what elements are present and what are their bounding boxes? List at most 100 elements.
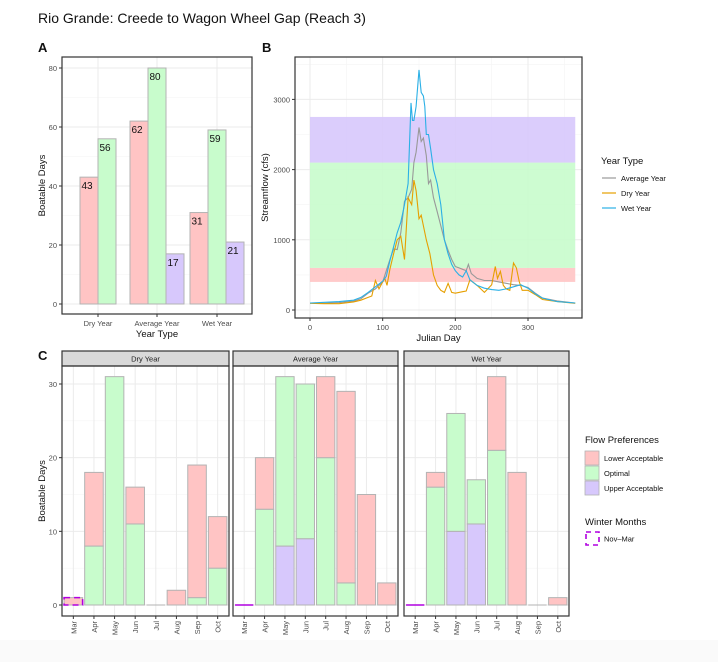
bar-optimal <box>97 138 117 305</box>
x-tick-label: Jul <box>152 621 161 631</box>
y-tick-label: 0 <box>53 601 57 610</box>
panel-b-chart: 0 1000 2000 3000 0 100 200 300 Julian Day Streamf… <box>260 56 666 344</box>
bar-data-label: 43 <box>82 181 94 192</box>
bar-lower-acceptable <box>377 582 397 606</box>
x-tick-label: May <box>111 621 120 635</box>
x-tick-label: May <box>452 621 461 635</box>
x-tick-label: Wet Year <box>202 319 233 328</box>
bar-data-label: 56 <box>100 143 112 154</box>
bar-lower-acceptable <box>487 376 507 451</box>
x-tick-label: May <box>281 621 290 635</box>
x-tick-label: 300 <box>522 323 535 332</box>
x-tick-label: Dry Year <box>84 319 113 328</box>
bar-optimal <box>187 597 207 606</box>
facet-strip-label: Dry Year <box>131 355 160 364</box>
bar-lower-acceptable <box>166 589 187 606</box>
bar-optimal <box>254 508 275 606</box>
legend-label: Wet Year <box>621 204 652 213</box>
x-tick-label: Mar <box>69 621 78 634</box>
panel-label-a: A <box>38 40 48 55</box>
facet-border <box>61 365 230 617</box>
bar-upper-acceptable <box>466 523 486 606</box>
bar-optimal <box>207 567 228 606</box>
y-tick-label: 20 <box>49 454 57 463</box>
x-tick-label: Apr <box>90 620 99 632</box>
band-upper-acceptable <box>310 116 576 163</box>
y-tick-label: 80 <box>49 64 57 73</box>
x-tick-label: Mar <box>240 621 249 634</box>
bar-upper-acceptable <box>225 241 245 305</box>
bar-lower-acceptable <box>507 471 527 606</box>
bar-optimal <box>147 67 167 305</box>
bar-data-label: 17 <box>168 258 180 269</box>
bar-optimal <box>425 486 446 606</box>
bar-optimal <box>487 449 507 606</box>
facet-strip-label: Average Year <box>293 355 338 364</box>
legend-title: Winter Months <box>585 517 646 528</box>
y-axis-title: Streamflow (cfs) <box>260 153 271 222</box>
bar-data-label: 80 <box>150 72 162 83</box>
bar-data-label: 31 <box>192 217 204 228</box>
bar-lower-acceptable <box>316 376 336 459</box>
bar-lower-acceptable <box>356 494 377 606</box>
y-tick-label: 1000 <box>273 236 290 245</box>
bar-lower-acceptable <box>63 597 84 606</box>
bar-upper-acceptable <box>165 253 185 305</box>
legend-label: Optimal <box>604 469 630 478</box>
facet-strip-label: Wet Year <box>471 355 502 364</box>
bar-upper-acceptable <box>446 530 466 606</box>
x-tick-label: Mar <box>411 621 420 634</box>
y-tick-label: 20 <box>49 241 57 250</box>
legend-key <box>584 465 600 481</box>
bar-lower-acceptable <box>187 464 207 599</box>
bar-lower-acceptable <box>336 390 356 584</box>
band-lower-acceptable <box>310 267 576 282</box>
x-tick-label: Jun <box>472 621 481 633</box>
bar-optimal <box>336 582 356 606</box>
x-tick-label: Sep <box>362 621 371 634</box>
y-tick-label: 60 <box>49 123 57 132</box>
bar-lower-acceptable <box>254 457 275 510</box>
legend-key <box>584 450 600 466</box>
x-tick-label: Jul <box>322 621 331 631</box>
bar-lower-acceptable <box>129 120 149 305</box>
x-tick-label: Average Year <box>135 319 180 328</box>
y-tick-label: 2000 <box>273 166 290 175</box>
bar-lower-acceptable <box>207 516 228 569</box>
legend-key <box>584 480 600 496</box>
figure-title: Rio Grande: Creede to Wagon Wheel Gap (R… <box>38 10 366 26</box>
x-tick-label: Apr <box>432 620 441 632</box>
bar-data-label: 59 <box>210 134 222 145</box>
panel-label-c: C <box>38 348 48 363</box>
y-tick-label: 0 <box>286 306 290 315</box>
legend-key-winter <box>585 531 600 546</box>
y-axis-title: Boatable Days <box>37 154 48 216</box>
x-tick-label: Oct <box>383 620 392 633</box>
bar-optimal <box>104 376 125 606</box>
facet-border <box>232 365 399 617</box>
x-tick-label: Sep <box>533 621 542 634</box>
bar-data-label: 62 <box>132 125 144 136</box>
legend-label: Lower Acceptable <box>604 454 663 463</box>
x-tick-label: Oct <box>554 620 563 633</box>
legend-title: Flow Preferences <box>585 435 659 446</box>
legend-label: Nov–Mar <box>604 535 635 544</box>
legend-label: Average Year <box>621 174 666 183</box>
y-axis-title: Boatable Days <box>37 460 48 522</box>
x-tick-label: 200 <box>449 323 462 332</box>
y-tick-label: 40 <box>49 182 57 191</box>
bar-optimal <box>125 523 145 606</box>
panel-label-b: B <box>262 40 272 55</box>
panel-c-chart: Dry Year Mar Apr May Jun Jul Aug Sep Oct Average … <box>37 350 663 635</box>
bar-lower-acceptable <box>548 597 568 606</box>
bar-data-label: 21 <box>228 246 240 257</box>
x-tick-label: Aug <box>172 621 181 634</box>
y-tick-label: 10 <box>49 527 57 536</box>
legend-label: Dry Year <box>621 189 650 198</box>
band-optimal <box>310 162 576 268</box>
series-line-wet-year <box>309 69 576 304</box>
bar-optimal <box>207 129 227 305</box>
series-line-dry-year <box>309 179 576 305</box>
bar-lower-acceptable <box>79 176 99 305</box>
bar-optimal <box>446 412 466 532</box>
